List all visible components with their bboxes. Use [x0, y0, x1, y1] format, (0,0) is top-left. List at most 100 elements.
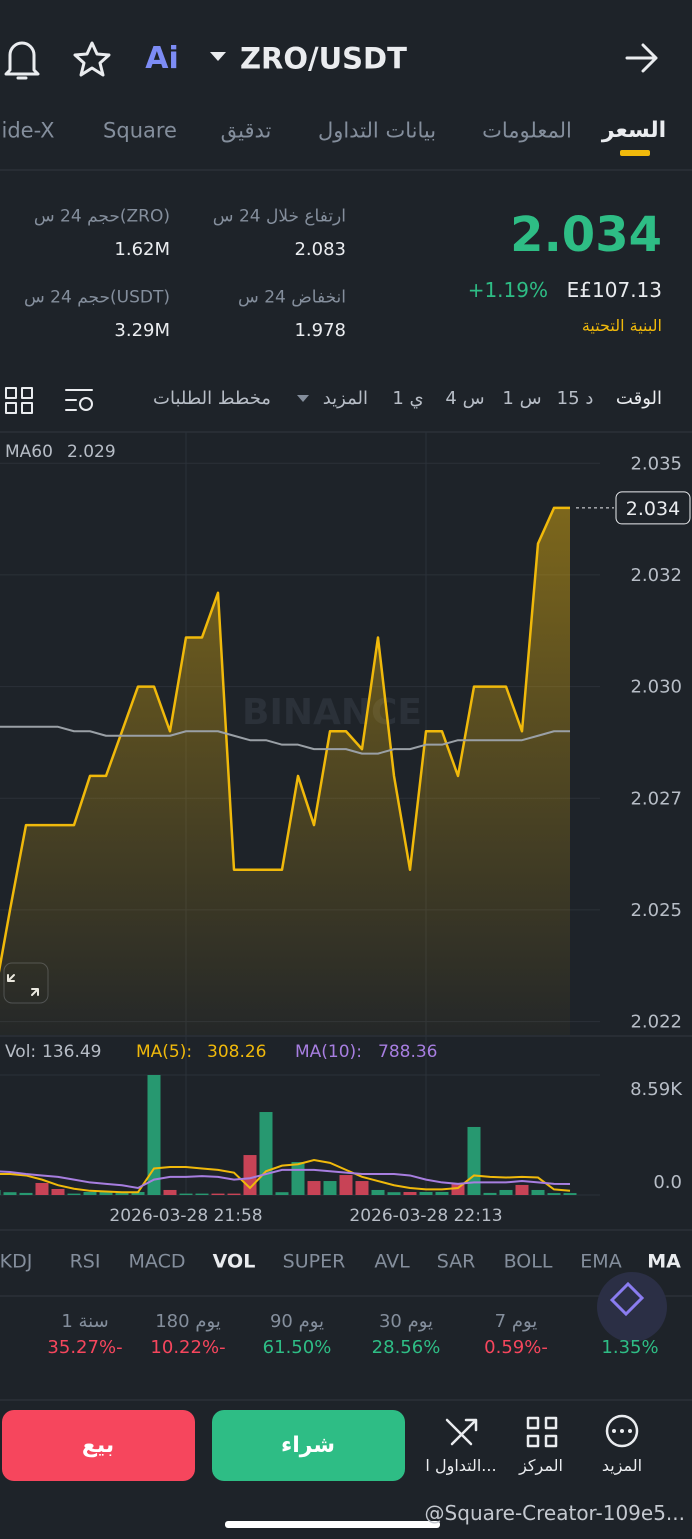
- interval[interactable]: 1 س: [502, 388, 542, 409]
- y-tick-label: 2.025: [630, 900, 682, 921]
- tool-label[interactable]: المركز: [519, 1456, 563, 1475]
- volume-legend: MA(5):: [136, 1042, 192, 1062]
- assistant-icon: [609, 1281, 645, 1317]
- volume-bar: [195, 1193, 209, 1195]
- volume-bar: [83, 1191, 97, 1195]
- period-change: 10.22%-: [150, 1337, 226, 1358]
- period-change: 28.56%: [371, 1337, 441, 1358]
- fiat-price: E£107.13: [566, 278, 662, 302]
- volume-bar: [435, 1191, 449, 1195]
- stat-label: حجم 24 س(ZRO): [33, 206, 170, 227]
- y-tick-label: 2.027: [630, 788, 682, 809]
- volume-legend-value: 136.49: [42, 1042, 101, 1062]
- y-tick-label: 2.035: [630, 453, 682, 474]
- indicator-tab[interactable]: VOL: [212, 1250, 256, 1273]
- volume-bar: [563, 1193, 577, 1195]
- tab-indicator: [620, 150, 650, 156]
- interval[interactable]: 1 ي: [392, 388, 424, 409]
- volume-bar: [147, 1075, 161, 1195]
- interval[interactable]: 15 د: [556, 388, 594, 409]
- bell-icon[interactable]: [4, 41, 40, 80]
- y-tick-label: 2.022: [630, 1012, 682, 1033]
- volume-bar: [307, 1181, 321, 1195]
- indicator-tab[interactable]: RSI: [69, 1250, 101, 1273]
- volume-bar: [35, 1182, 49, 1195]
- more-icon[interactable]: [605, 1414, 639, 1448]
- volume-legend-value: 308.26: [207, 1042, 266, 1062]
- indicator-tab[interactable]: SUPER: [282, 1250, 346, 1273]
- volume-legend: MA(10):: [295, 1042, 362, 1062]
- settings-icon[interactable]: [65, 389, 93, 411]
- volume-bar: [291, 1162, 305, 1195]
- period-label: 180 يوم: [155, 1311, 221, 1332]
- dot: [612, 1429, 616, 1433]
- indicator-tab[interactable]: KDJ: [0, 1250, 33, 1273]
- buy-label[interactable]: شراء: [280, 1433, 336, 1458]
- volume-bar: [515, 1184, 529, 1195]
- sell-button[interactable]: [2, 1410, 195, 1481]
- volume-legend: Vol:: [5, 1042, 36, 1062]
- tab[interactable]: ide-X: [1, 118, 55, 143]
- star-icon[interactable]: [73, 41, 111, 77]
- category-tag: البنية التحتية: [581, 316, 662, 335]
- tab[interactable]: تدقيق: [220, 118, 272, 143]
- volume-bar: [227, 1193, 241, 1195]
- stat-value: 1.978: [294, 320, 346, 341]
- ma-legend-value: 2.029: [67, 442, 116, 462]
- tab[interactable]: السعر: [601, 118, 667, 143]
- tab[interactable]: بيانات التداول: [317, 118, 437, 143]
- period-change: 1.35%: [601, 1337, 659, 1358]
- tab[interactable]: Square: [103, 118, 177, 143]
- volume-bar: [19, 1192, 33, 1195]
- indicator-tab[interactable]: MACD: [128, 1250, 186, 1273]
- last-price-box: [615, 491, 691, 525]
- dropdown-icon[interactable]: [210, 52, 226, 61]
- interval[interactable]: الوقت: [615, 388, 662, 409]
- indicator-tab[interactable]: AVL: [374, 1250, 410, 1273]
- ai-button[interactable]: Ai: [145, 41, 179, 76]
- volume-bar: [179, 1193, 193, 1195]
- volume-legend-value: 788.36: [378, 1042, 437, 1062]
- volume-bar: [67, 1193, 81, 1195]
- volume-bar: [163, 1189, 177, 1195]
- tool-label[interactable]: التداول ا...: [425, 1456, 497, 1475]
- tab[interactable]: المعلومات: [482, 118, 572, 143]
- volume-bar: [131, 1191, 145, 1195]
- indicator-tab[interactable]: SAR: [436, 1250, 476, 1273]
- y-tick-label: 8.59K: [630, 1079, 683, 1100]
- stat-label: ارتفاع خلال 24 س: [212, 206, 346, 227]
- stat-label: انخفاض 24 س: [238, 287, 346, 308]
- volume-bar: [371, 1189, 385, 1195]
- indicator-tab[interactable]: MA: [647, 1250, 681, 1273]
- trade-icon[interactable]: [445, 1418, 478, 1446]
- indicator-tab[interactable]: BOLL: [503, 1250, 553, 1273]
- volume-bar: [0, 1189, 1, 1195]
- position-icon[interactable]: [526, 1416, 558, 1448]
- period-change: 61.50%: [262, 1337, 332, 1358]
- indicator-tab[interactable]: EMA: [580, 1250, 622, 1273]
- pair-title[interactable]: ZRO/USDT: [240, 41, 407, 76]
- period-label: 30 يوم: [378, 1311, 434, 1332]
- y-tick-label: 0.0: [653, 1172, 682, 1193]
- y-tick-label: 2.032: [630, 565, 682, 586]
- volume-ma-line: [0, 1159, 571, 1194]
- sell-label[interactable]: بيع: [81, 1433, 115, 1458]
- back-arrow[interactable]: [625, 43, 658, 73]
- tool-label[interactable]: المزيد: [601, 1456, 643, 1475]
- volume-bar: [3, 1192, 17, 1195]
- dropdown-icon[interactable]: [297, 395, 309, 402]
- volume-bar: [531, 1189, 545, 1195]
- interval[interactable]: 4 س: [445, 388, 485, 409]
- period-label: 1 سنة: [61, 1311, 109, 1332]
- buy-button[interactable]: [212, 1410, 405, 1481]
- volume-bar: [483, 1192, 497, 1195]
- volume-bar: [355, 1181, 369, 1195]
- price-change: +1.19%: [467, 278, 548, 302]
- period-label: 7 يوم: [494, 1311, 538, 1332]
- layout-icon[interactable]: [5, 387, 33, 414]
- interval[interactable]: المزيد: [322, 388, 368, 409]
- volume-bar: [211, 1193, 225, 1195]
- interval[interactable]: مخطط الطلبات: [153, 388, 271, 409]
- last-price: 2.034: [510, 207, 662, 263]
- volume-bar: [323, 1181, 337, 1195]
